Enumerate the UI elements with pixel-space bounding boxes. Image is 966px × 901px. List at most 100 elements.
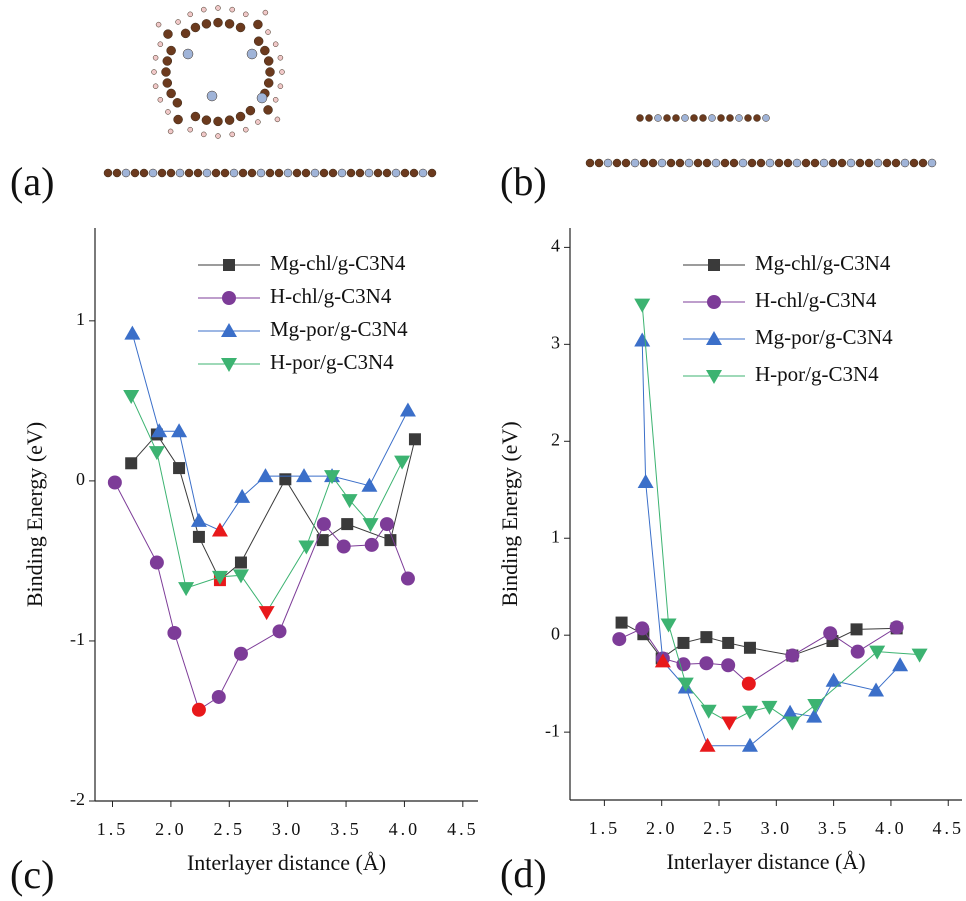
x-tick-label: 4.5 <box>932 818 964 838</box>
atom <box>173 98 182 107</box>
marker <box>742 706 758 720</box>
atom <box>613 159 621 167</box>
atom <box>260 46 269 55</box>
marker <box>341 518 353 530</box>
atom <box>739 159 747 167</box>
legend-label: Mg-chl/g-C3N4 <box>755 251 891 275</box>
marker <box>807 699 823 713</box>
atom <box>820 159 828 167</box>
marker <box>363 518 379 532</box>
marker <box>612 632 626 646</box>
y-tick-label: 3 <box>551 332 560 352</box>
marker <box>272 624 286 638</box>
atom <box>152 70 157 75</box>
marker <box>677 637 689 649</box>
marker <box>178 582 194 596</box>
x-tick-label: 1.5 <box>97 819 129 839</box>
atom <box>718 115 725 122</box>
y-tick-label: 1 <box>76 309 85 329</box>
atom <box>586 159 594 167</box>
atom <box>239 169 247 177</box>
atom <box>329 169 337 177</box>
marker <box>234 647 248 661</box>
atom <box>202 116 211 125</box>
atom <box>320 169 328 177</box>
atom <box>838 159 846 167</box>
y-tick-label: 1 <box>551 526 560 546</box>
legend-marker <box>221 323 237 337</box>
marker <box>869 646 885 660</box>
marker <box>296 468 312 482</box>
legend-label: H-por/g-C3N4 <box>755 362 879 386</box>
atom <box>595 159 603 167</box>
marker <box>150 556 164 570</box>
atom <box>153 55 158 60</box>
y-tick-label: 2 <box>551 429 560 449</box>
atom <box>901 159 909 167</box>
marker <box>125 457 137 469</box>
atom <box>230 7 235 12</box>
atom <box>225 19 234 28</box>
atom <box>646 115 653 122</box>
marker <box>149 446 165 460</box>
atom <box>255 120 260 125</box>
atom <box>176 19 181 24</box>
legend-marker <box>706 370 722 384</box>
marker <box>259 606 275 620</box>
atom <box>673 115 680 122</box>
atom <box>163 30 172 39</box>
atom <box>266 169 274 177</box>
atom <box>664 115 671 122</box>
atom <box>401 169 409 177</box>
panel-label: (b) <box>500 159 547 204</box>
marker <box>721 716 737 730</box>
marker <box>701 705 717 719</box>
atom <box>168 129 173 134</box>
atom <box>311 169 319 177</box>
atom <box>712 159 720 167</box>
atom <box>183 49 193 59</box>
atom <box>273 97 278 102</box>
atom <box>247 49 257 59</box>
atom <box>236 112 245 121</box>
atom <box>264 105 273 114</box>
atom <box>273 42 278 47</box>
atom <box>736 115 743 122</box>
atom <box>122 169 130 177</box>
legend-label: H-chl/g-C3N4 <box>755 288 877 312</box>
atom <box>201 132 206 137</box>
marker <box>634 332 650 346</box>
atom <box>158 97 163 102</box>
atom <box>243 127 248 132</box>
legend-marker <box>707 295 721 309</box>
atom <box>113 169 121 177</box>
atom <box>682 115 689 122</box>
y-tick-label: 0 <box>551 623 560 643</box>
atom <box>216 6 221 11</box>
atom <box>811 159 819 167</box>
atom <box>167 46 176 55</box>
atom <box>874 159 882 167</box>
marker <box>912 649 928 663</box>
atom <box>243 12 248 17</box>
atom <box>176 169 184 177</box>
atom <box>266 30 271 35</box>
marker <box>634 299 650 313</box>
series-line <box>131 396 402 612</box>
atom <box>829 159 837 167</box>
marker <box>365 538 379 552</box>
atom <box>181 29 190 38</box>
atom <box>802 159 810 167</box>
marker <box>380 517 394 531</box>
marker <box>233 569 249 583</box>
atom <box>275 117 280 122</box>
atom <box>622 159 630 167</box>
marker <box>123 390 139 404</box>
atom <box>730 159 738 167</box>
atom <box>865 159 873 167</box>
atom <box>188 12 193 17</box>
x-tick-label: 2.0 <box>646 818 678 838</box>
x-tick-label: 1.5 <box>589 818 621 838</box>
atom <box>631 159 639 167</box>
atom <box>257 169 265 177</box>
